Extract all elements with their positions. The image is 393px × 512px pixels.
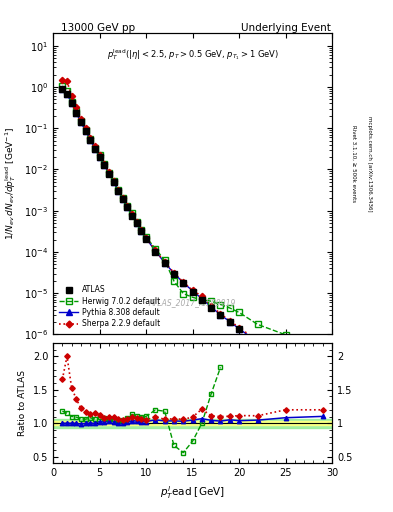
Y-axis label: $1/N_{ev}\,dN_{ev}/dp_T^{\rm lead}$ [GeV$^{-1}$]: $1/N_{ev}\,dN_{ev}/dp_T^{\rm lead}$ [GeV…	[4, 127, 18, 241]
Text: $p_T^{\rm lead}$($|\eta|<2.5$, $p_T>0.5$ GeV, $p_{T_1}>1$ GeV): $p_T^{\rm lead}$($|\eta|<2.5$, $p_T>0.5$…	[107, 47, 279, 62]
Text: mcplots.cern.ch [arXiv:1306.3436]: mcplots.cern.ch [arXiv:1306.3436]	[367, 116, 372, 211]
Y-axis label: Ratio to ATLAS: Ratio to ATLAS	[18, 370, 27, 436]
Text: Underlying Event: Underlying Event	[241, 23, 331, 33]
Text: 13000 GeV pp: 13000 GeV pp	[61, 23, 135, 33]
Text: ATLAS_2017_I1509919: ATLAS_2017_I1509919	[149, 298, 236, 307]
Text: Rivet 3.1.10, ≥ 500k events: Rivet 3.1.10, ≥ 500k events	[351, 125, 356, 202]
Legend: ATLAS, Herwig 7.0.2 default, Pythia 8.308 default, Sherpa 2.2.9 default: ATLAS, Herwig 7.0.2 default, Pythia 8.30…	[57, 283, 163, 331]
X-axis label: $p_T^l$ead [GeV]: $p_T^l$ead [GeV]	[160, 484, 225, 501]
